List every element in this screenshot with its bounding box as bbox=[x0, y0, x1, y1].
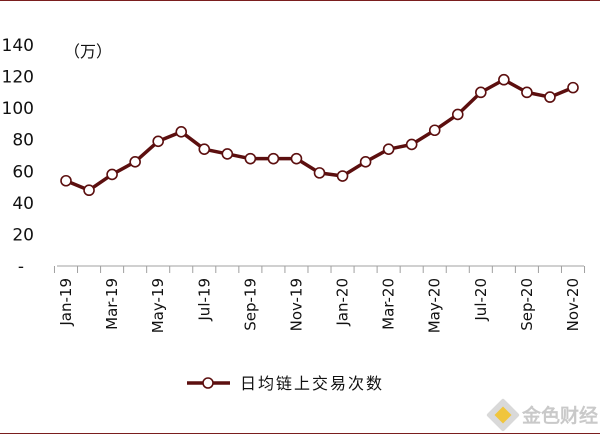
legend: 日均链上交易次数 bbox=[187, 374, 384, 393]
data-point bbox=[313, 167, 326, 179]
gold-diamond-logo bbox=[486, 398, 520, 432]
x-tick-label: Jan-20 bbox=[334, 278, 352, 327]
y-tick-label: 80 bbox=[12, 131, 34, 151]
data-point bbox=[521, 86, 533, 99]
data-point bbox=[290, 152, 303, 165]
x-tick-label: Nov-19 bbox=[287, 278, 305, 331]
x-tick-label: Nov-20 bbox=[564, 278, 582, 331]
data-point bbox=[221, 148, 234, 160]
data-point bbox=[175, 126, 188, 138]
data-point bbox=[544, 91, 556, 103]
y-tick-label: - bbox=[18, 257, 24, 277]
data-point bbox=[60, 174, 72, 187]
data-point bbox=[244, 152, 257, 165]
x-tick-label: Jul-20 bbox=[472, 278, 490, 322]
watermark-text: 金色财经 bbox=[521, 404, 598, 427]
x-tick-label: Mar-19 bbox=[103, 278, 121, 330]
series-group bbox=[60, 73, 579, 197]
y-tick-label: 100 bbox=[2, 99, 34, 119]
y-tick-label: 20 bbox=[12, 225, 34, 245]
x-tick-label: May-19 bbox=[149, 278, 167, 333]
data-point bbox=[498, 73, 510, 86]
data-point bbox=[567, 81, 579, 94]
y-tick-label: 60 bbox=[12, 162, 34, 182]
y-tick-label: 40 bbox=[12, 194, 34, 214]
data-point bbox=[359, 156, 372, 168]
data-point bbox=[382, 143, 395, 155]
x-tick-label: Mar-20 bbox=[380, 278, 398, 330]
data-point bbox=[405, 138, 418, 151]
data-point bbox=[336, 170, 349, 182]
x-axis-labels: Jan-19 Mar-19 May-19 Jul-19 Sep-19 Nov-19 Jan-… bbox=[57, 278, 582, 333]
unit-label: （万） bbox=[64, 42, 112, 61]
data-point bbox=[106, 168, 118, 181]
data-point bbox=[428, 124, 441, 137]
x-tick-label: May-20 bbox=[426, 278, 444, 333]
data-point bbox=[83, 184, 95, 197]
x-tick-label: Jan-19 bbox=[57, 278, 75, 327]
legend-label: 日均链上交易次数 bbox=[240, 374, 384, 393]
x-tick-label: Sep-19 bbox=[241, 278, 259, 331]
data-point bbox=[451, 108, 464, 121]
data-point bbox=[198, 143, 211, 155]
data-point bbox=[129, 156, 141, 168]
x-axis-ticks bbox=[53, 266, 586, 273]
data-point bbox=[267, 152, 280, 165]
x-tick-label: Sep-20 bbox=[518, 278, 536, 331]
y-tick-label: 120 bbox=[2, 68, 34, 88]
legend-swatch-marker bbox=[202, 377, 214, 389]
y-axis-ticks: - 20 40 60 80 100 120 140 bbox=[2, 36, 34, 277]
data-point bbox=[475, 86, 487, 99]
y-tick-label: 140 bbox=[2, 36, 34, 56]
watermark: 金色财经 bbox=[486, 398, 598, 432]
data-point bbox=[152, 135, 164, 148]
x-tick-label: Jul-19 bbox=[195, 278, 213, 322]
